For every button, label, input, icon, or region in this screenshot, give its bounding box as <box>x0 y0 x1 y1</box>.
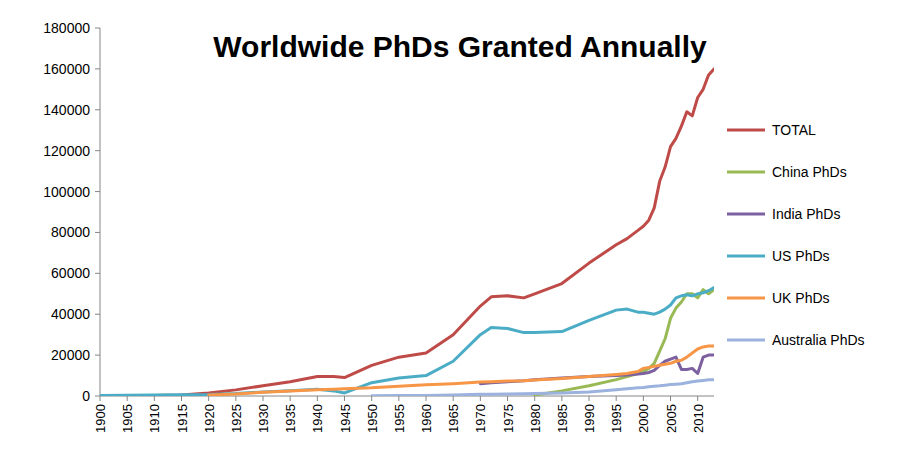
y-tick-label: 120000 <box>43 143 90 159</box>
x-tick-label: 1955 <box>392 404 407 433</box>
y-tick-label: 60000 <box>51 265 90 281</box>
x-tick-label: 1985 <box>555 404 570 433</box>
x-tick-label: 1995 <box>609 404 624 433</box>
x-tick <box>100 396 101 401</box>
y-tick-label: 80000 <box>51 224 90 240</box>
x-tick <box>697 396 698 401</box>
y-axis <box>100 28 101 396</box>
series-line <box>209 346 714 395</box>
legend-swatch <box>727 339 765 342</box>
legend-label: India PhDs <box>772 206 840 222</box>
legend-label: China PhDs <box>772 164 847 180</box>
y-tick <box>95 109 100 110</box>
y-tick <box>95 396 100 397</box>
x-tick-label: 1900 <box>93 404 108 433</box>
x-tick <box>263 396 264 401</box>
x-tick <box>154 396 155 401</box>
x-tick-label: 1945 <box>338 404 353 433</box>
chart: 0 20000 40000 60000 80000 100000 120000 140000 1… <box>0 0 923 468</box>
x-tick <box>534 396 535 401</box>
x-tick-label: 1940 <box>310 404 325 433</box>
legend-swatch <box>727 255 765 258</box>
x-tick <box>344 396 345 401</box>
x-tick <box>480 396 481 401</box>
legend-label: TOTAL <box>772 122 816 138</box>
x-tick-label: 1965 <box>446 404 461 433</box>
y-tick-label: 0 <box>82 388 90 404</box>
x-tick <box>127 396 128 401</box>
x-tick <box>507 396 508 401</box>
x-tick <box>453 396 454 401</box>
x-tick-label: 2000 <box>636 404 651 433</box>
y-tick-label: 40000 <box>51 306 90 322</box>
x-tick-label: 1975 <box>501 404 516 433</box>
x-tick-label: 1990 <box>582 404 597 433</box>
x-tick <box>235 396 236 401</box>
y-tick <box>95 150 100 151</box>
x-tick <box>616 396 617 401</box>
series-line <box>372 380 714 396</box>
x-tick-label: 1920 <box>202 404 217 433</box>
x-tick-label: 1905 <box>120 404 135 433</box>
x-tick <box>670 396 671 401</box>
y-tick <box>95 232 100 233</box>
x-tick-label: 1980 <box>528 404 543 433</box>
y-tick <box>95 314 100 315</box>
y-tick-label: 140000 <box>43 102 90 118</box>
x-tick-label: 1915 <box>175 404 190 433</box>
y-tick <box>95 191 100 192</box>
x-tick <box>426 396 427 401</box>
x-tick <box>398 396 399 401</box>
x-tick <box>181 396 182 401</box>
legend-swatch <box>727 171 765 174</box>
x-tick-label: 1960 <box>419 404 434 433</box>
x-tick-label: 1930 <box>256 404 271 433</box>
y-tick-label: 180000 <box>43 20 90 36</box>
legend-label: US PhDs <box>772 248 830 264</box>
y-tick-label: 160000 <box>43 61 90 77</box>
x-tick-label: 1910 <box>147 404 162 433</box>
y-tick-label: 20000 <box>51 347 90 363</box>
y-tick <box>95 273 100 274</box>
x-tick <box>290 396 291 401</box>
x-tick <box>589 396 590 401</box>
plot-lines <box>100 69 714 396</box>
x-tick <box>317 396 318 401</box>
y-tick <box>95 68 100 69</box>
chart-title: Worldwide PhDs Granted Annually <box>213 30 707 63</box>
legend-swatch <box>727 129 765 132</box>
series-line <box>100 288 714 396</box>
x-tick <box>208 396 209 401</box>
x-tick-label: 1935 <box>283 404 298 433</box>
x-tick-label: 2010 <box>691 404 706 433</box>
y-tick <box>95 355 100 356</box>
legend-label: UK PhDs <box>772 290 830 306</box>
legend-swatch <box>727 297 765 300</box>
x-tick <box>643 396 644 401</box>
x-tick-label: 2005 <box>664 404 679 433</box>
y-tick-label: 100000 <box>43 184 90 200</box>
x-tick <box>371 396 372 401</box>
background <box>0 0 923 468</box>
x-tick-label: 1950 <box>365 404 380 433</box>
y-tick <box>95 28 100 29</box>
x-tick-label: 1925 <box>229 404 244 433</box>
x-tick <box>561 396 562 401</box>
series-line <box>100 69 714 396</box>
x-tick-label: 1970 <box>473 404 488 433</box>
legend-label: Australia PhDs <box>772 332 865 348</box>
legend-swatch <box>727 213 765 216</box>
